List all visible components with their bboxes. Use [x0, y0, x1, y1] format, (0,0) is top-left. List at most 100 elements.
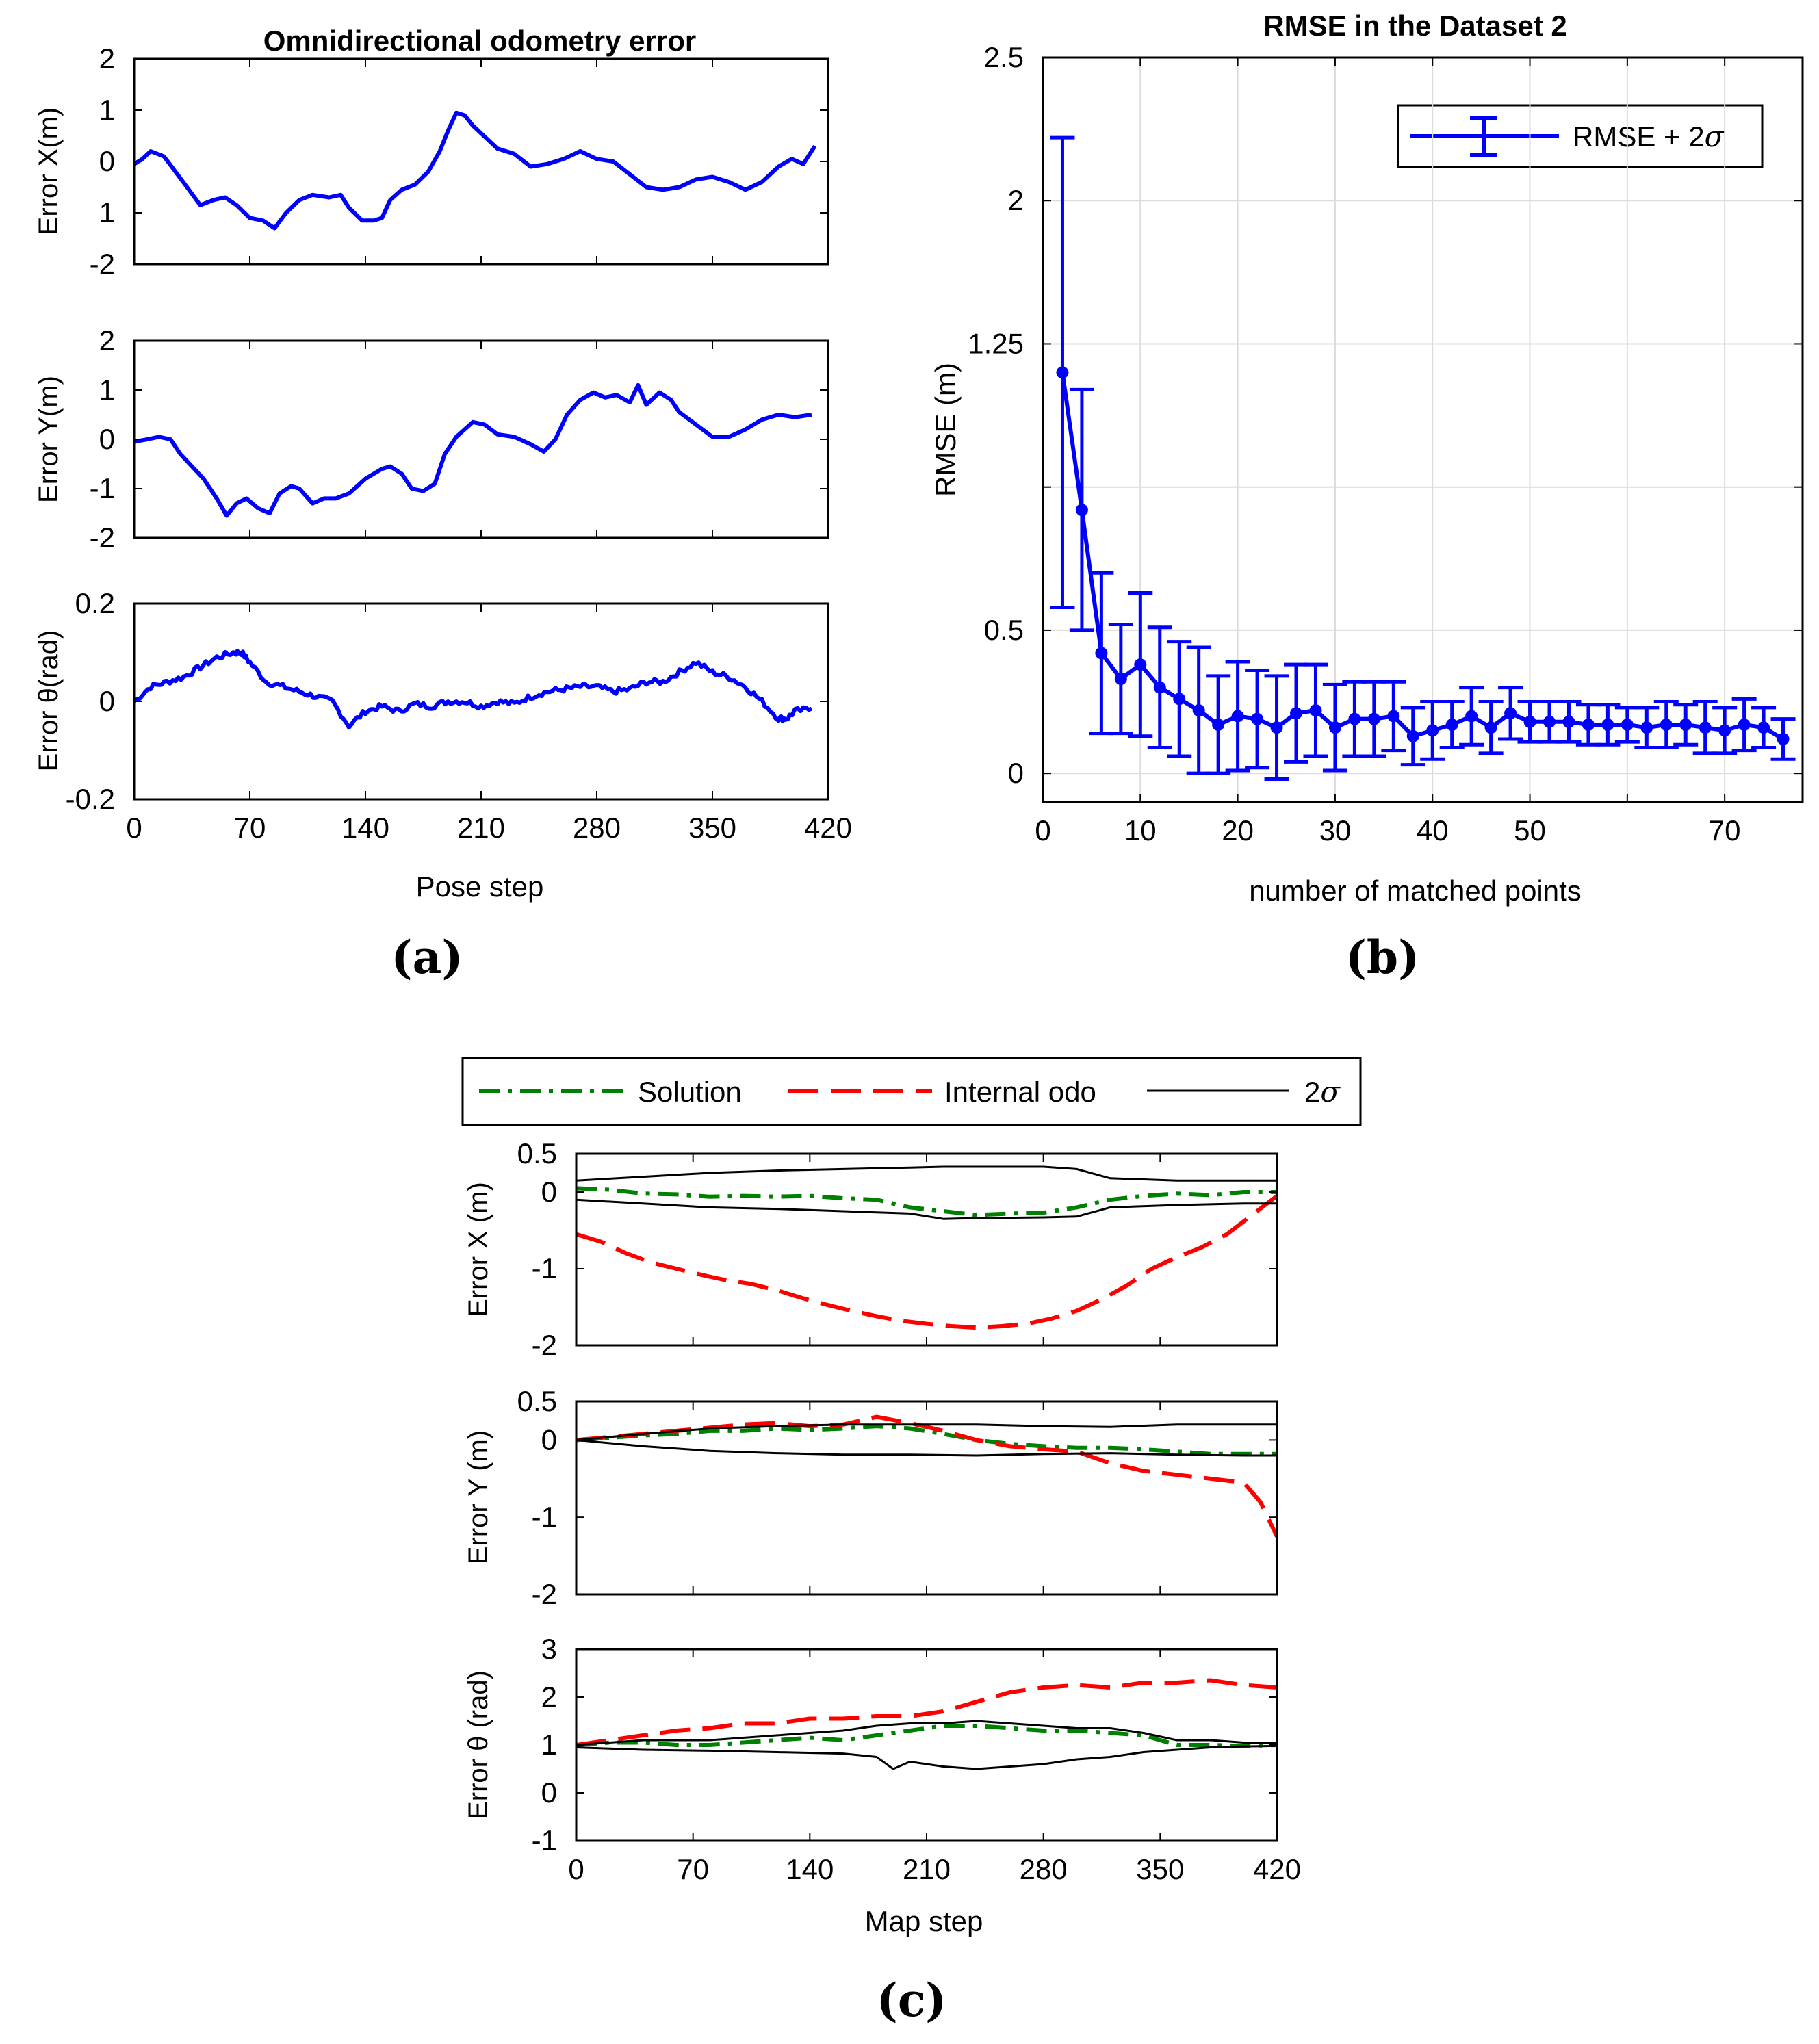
chart-b-point — [1582, 719, 1595, 732]
chart-c3-xticklabel: 420 — [1253, 1853, 1301, 1885]
chart-c1-line-0 — [576, 1186, 1277, 1217]
chart-c2-series-3 — [576, 1438, 1277, 1457]
chart-b-point — [1212, 719, 1225, 732]
chart-a3-line-0 — [134, 649, 812, 730]
chart-b-xticklabel: 40 — [1417, 814, 1449, 846]
chart-a3-yticklabel: -0.2 — [66, 783, 115, 815]
chart-a2-yticklabel: 1 — [99, 374, 115, 406]
chart-a3-xticklabel: 420 — [804, 812, 852, 844]
panel-label-b: (b) — [1345, 931, 1420, 984]
chart-c-legend-odo-label: Internal odo — [944, 1076, 1096, 1108]
chart-c-legend-solution-label: Solution — [638, 1076, 742, 1108]
chart-a2-line-0 — [134, 383, 812, 518]
chart-c3-yticklabel: -1 — [532, 1824, 557, 1857]
chart-b-point — [1699, 721, 1712, 734]
chart-b-point — [1367, 712, 1380, 725]
chart-a2-ylabel: Error Y(m) — [34, 376, 64, 503]
chart-c3-ylabel: Error θ (rad) — [463, 1670, 493, 1820]
chart-c1-series-1 — [576, 1194, 1277, 1330]
chart-c3-series-3 — [576, 1744, 1277, 1770]
chart-c1-line-3 — [576, 1198, 1277, 1220]
chart-b-point — [1640, 721, 1653, 734]
chart-b-point — [1290, 707, 1302, 720]
chart-c1-line-1 — [576, 1194, 1277, 1330]
chart-a3-xticklabel: 0 — [126, 812, 142, 844]
chart-c3-line-3 — [576, 1744, 1277, 1770]
chart-a1-yticklabel: 2 — [99, 42, 115, 75]
chart-c2-series-0 — [576, 1424, 1277, 1456]
chart-c2-error-y: Error Y (m) -2 -1 0 0.5 — [463, 1385, 1278, 1610]
chart-b-legend-text: RMSE + 2 — [1573, 120, 1705, 153]
chart-b-point — [1309, 704, 1322, 717]
chart-c3-line-1 — [576, 1678, 1277, 1747]
chart-b-point — [1134, 658, 1147, 671]
chart-b-point — [1777, 732, 1790, 745]
chart-b-point — [1387, 710, 1400, 723]
chart-c3-xticklabel: 350 — [1136, 1853, 1184, 1885]
chart-b-xticklabel: 0 — [1035, 814, 1050, 846]
chart-c-legend: Solution Internal odo 2σ — [461, 1057, 1362, 1126]
chart-a1-yticklabel: -2 — [90, 248, 115, 280]
chart-c3-xlabel: Map step — [865, 1905, 983, 1937]
chart-a1-yticklabel: 1 — [99, 196, 115, 229]
panel-label-c: (c) — [877, 1974, 947, 2027]
chart-b-point — [1406, 729, 1419, 742]
chart-b-point — [1056, 366, 1069, 379]
chart-b-point — [1348, 712, 1361, 725]
chart-c2-series-1 — [576, 1414, 1277, 1538]
chart-a3-xticklabel: 70 — [234, 812, 266, 844]
chart-c2-ylabel: Error Y (m) — [463, 1430, 493, 1564]
chart-b-point — [1484, 721, 1497, 734]
chart-a2-yticklabel: -2 — [90, 521, 115, 554]
chart-c3-xticklabel: 280 — [1020, 1853, 1068, 1885]
chart-c3-series-2 — [576, 1720, 1277, 1746]
chart-b-point — [1660, 719, 1673, 732]
chart-b-point — [1562, 715, 1575, 728]
panel-label-a: (a) — [391, 931, 463, 984]
chart-b-xlabel: number of matched points — [1249, 875, 1582, 907]
chart-c3-line-0 — [576, 1724, 1277, 1748]
chart-b-point — [1738, 719, 1751, 732]
chart-b-legend: RMSE + 2σ — [1397, 104, 1764, 168]
chart-b-point — [1757, 721, 1770, 734]
chart-b-point — [1465, 710, 1478, 723]
chart-b-xticklabel: 20 — [1222, 814, 1254, 846]
chart-a2-yticklabel: 2 — [99, 324, 115, 357]
chart-c2-line-1 — [576, 1414, 1277, 1538]
chart-a1-ylabel: Error X(m) — [34, 107, 64, 235]
chart-c2-yticklabel: 0 — [541, 1423, 557, 1456]
chart-c1-yticklabel: 0 — [541, 1176, 557, 1208]
chart-b-point — [1543, 715, 1556, 728]
chart-c-legend-sigma-sym: σ — [1320, 1075, 1341, 1109]
chart-b-point — [1679, 719, 1692, 732]
chart-a2-series-0 — [134, 383, 812, 518]
chart-c1-yticklabel: -1 — [532, 1252, 557, 1284]
chart-a1-title: Omnidirectional odometry error — [263, 25, 696, 57]
chart-b-point — [1075, 504, 1088, 517]
chart-c1-ylabel: Error X (m) — [463, 1182, 493, 1317]
chart-b-point — [1601, 719, 1614, 732]
chart-c3-xticklabel: 210 — [903, 1853, 951, 1885]
chart-a3-xlabel: Pose step — [416, 870, 544, 903]
chart-a3-error-theta: Error θ(rad) Pose step 0 70 140 210 280 350 42… — [34, 587, 852, 903]
chart-c1-error-x: Error X (m) -2 -1 0 0.5 — [463, 1137, 1278, 1361]
chart-c2-yticklabel: 0.5 — [517, 1385, 557, 1417]
chart-c2-yticklabel: -2 — [532, 1578, 557, 1610]
chart-c3-error-theta: Error θ (rad) Map step 0 70 140 210 280 350 42… — [463, 1633, 1301, 1937]
chart-a2-yticklabel: -1 — [90, 472, 115, 504]
chart-a1-error-x: Omnidirectional odometry error Error X(m… — [34, 25, 829, 280]
chart-a3-series-0 — [134, 649, 812, 730]
chart-c3-xticklabel: 140 — [786, 1853, 834, 1885]
chart-c1-yticklabel: -2 — [532, 1329, 557, 1361]
chart-b-axes-box — [1042, 56, 1804, 803]
chart-b-point — [1328, 721, 1341, 734]
chart-b-point — [1718, 724, 1731, 737]
chart-a3-ylabel: Error θ(rad) — [34, 630, 64, 772]
chart-c3-yticklabel: 3 — [541, 1633, 557, 1665]
chart-b-point — [1173, 693, 1186, 706]
chart-b-point — [1192, 704, 1205, 717]
chart-a1-series-0 — [134, 110, 817, 231]
chart-b-point — [1231, 710, 1244, 723]
